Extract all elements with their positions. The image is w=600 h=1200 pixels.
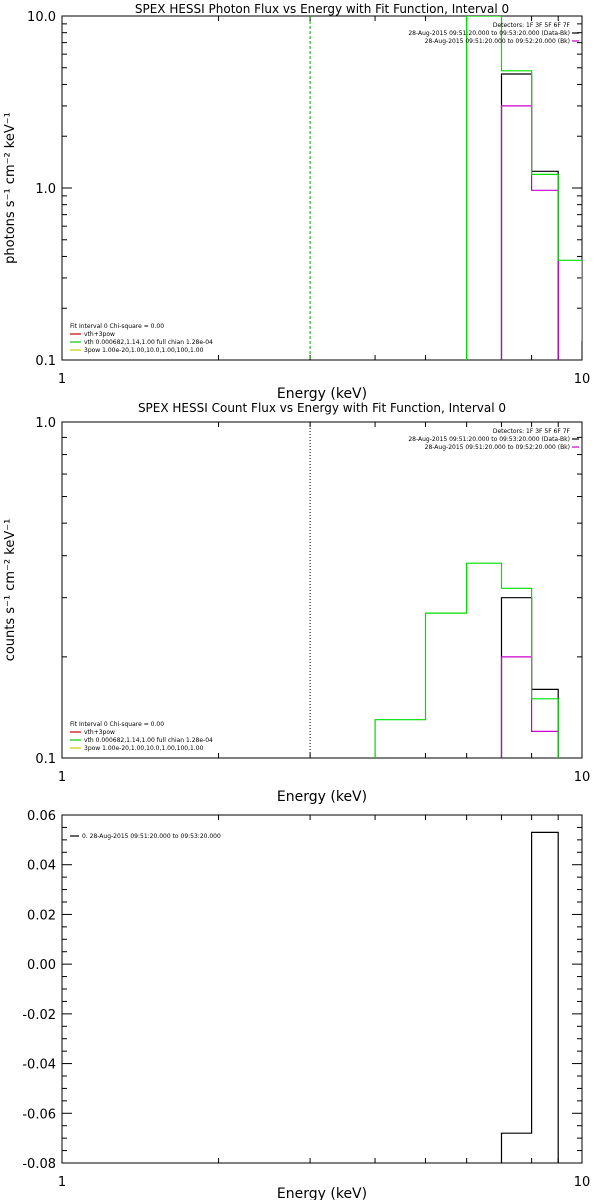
fit-line-0-1: vth+3pow xyxy=(84,331,115,338)
x-tick-label-1-0: 1 xyxy=(58,770,66,785)
y-tick-label-0-1: 1.0 xyxy=(35,182,56,197)
y-tick-label-2-3: -0.02 xyxy=(22,1008,56,1023)
y-axis-label-0: photons s⁻¹ cm⁻² keV⁻¹ xyxy=(3,112,18,264)
fit-line-1-0: Fit Interval 0 Chi-square = 0.00 xyxy=(70,721,164,728)
fit-line-0-0: Fit Interval 0 Chi-square = 0.00 xyxy=(70,323,164,330)
series-line-1-2 xyxy=(374,562,559,758)
chart-title-1: SPEX HESSI Count Flux vs Energy with Fit… xyxy=(138,401,506,415)
fit-line-1-3: 3pow 1.00e-20,1.00,10.0,1.00,100,1.00 xyxy=(84,745,204,752)
x-axis-label-2: Energy (keV) xyxy=(277,1186,367,1200)
series-line-0-1 xyxy=(500,105,559,360)
header-line-0-2: 28-Aug-2015 09:51:20.000 to 09:52:20.000… xyxy=(425,38,570,45)
header-line-0-0: Detectors: 1F 3F 5F 6F 7F xyxy=(493,22,571,29)
header-line-1-0: Detectors: 1F 3F 5F 6F 7F xyxy=(493,428,571,435)
x-axis-label-1: Energy (keV) xyxy=(277,789,367,805)
chart-title-0: SPEX HESSI Photon Flux vs Energy with Fi… xyxy=(135,2,509,16)
y-tick-label-2-2: -0.04 xyxy=(22,1058,56,1073)
y-tick-label-1-1: 1.0 xyxy=(35,416,56,431)
y-tick-label-2-6: 0.04 xyxy=(27,859,56,874)
fit-line-0-3: 3pow 1.00e-20,1.00,10.0,1.00,100,1.00 xyxy=(84,347,204,354)
series-line-1-1 xyxy=(500,656,559,758)
x-tick-label-1-1: 10 xyxy=(574,770,591,785)
x-tick-label-0-0: 1 xyxy=(58,372,66,387)
y-tick-label-2-5: 0.02 xyxy=(27,908,56,923)
fit-line-1-2: vth 0.000682,1.14,1.00 full chian 1.28e-… xyxy=(84,737,213,744)
y-tick-label-2-4: 0.00 xyxy=(27,958,56,973)
series-line-1-0 xyxy=(500,597,559,758)
header-line-1-1: 28-Aug-2015 09:51:20.000 to 09:53:20.000… xyxy=(408,436,570,443)
series-line-2-0 xyxy=(500,831,559,1163)
legend-label-2: 0. 28-Aug-2015 09:51:20.000 to 09:53:20.… xyxy=(82,833,221,840)
header-line-1-2: 28-Aug-2015 09:51:20.000 to 09:52:20.000… xyxy=(425,444,570,451)
plot-frame-2 xyxy=(61,814,583,1164)
y-tick-label-2-0: -0.08 xyxy=(22,1157,56,1172)
x-tick-label-2-0: 1 xyxy=(58,1175,66,1190)
fit-line-0-2: vth 0.000682,1.14,1.00 full chian 1.28e-… xyxy=(84,339,213,346)
y-tick-label-2-7: 0.06 xyxy=(27,809,56,824)
fit-line-1-1: vth+3pow xyxy=(84,729,115,736)
series-line-0-0 xyxy=(500,73,559,360)
y-axis-label-1: counts s⁻¹ cm⁻² keV⁻¹ xyxy=(3,519,18,662)
plot-frame-0 xyxy=(61,15,583,361)
y-tick-label-2-1: -0.06 xyxy=(22,1107,56,1122)
y-tick-label-0-2: 10.0 xyxy=(27,10,56,25)
y-tick-label-1-0: 0.1 xyxy=(35,752,56,767)
x-axis-label-0: Energy (keV) xyxy=(277,386,367,402)
x-tick-label-0-1: 10 xyxy=(574,372,591,387)
header-line-0-1: 28-Aug-2015 09:51:20.000 to 09:53:20.000… xyxy=(408,30,570,37)
x-tick-label-2-1: 10 xyxy=(574,1175,591,1190)
series-line-0-2 xyxy=(466,16,582,360)
y-tick-label-0-0: 0.1 xyxy=(35,354,56,369)
plot-frame-1 xyxy=(61,421,583,759)
